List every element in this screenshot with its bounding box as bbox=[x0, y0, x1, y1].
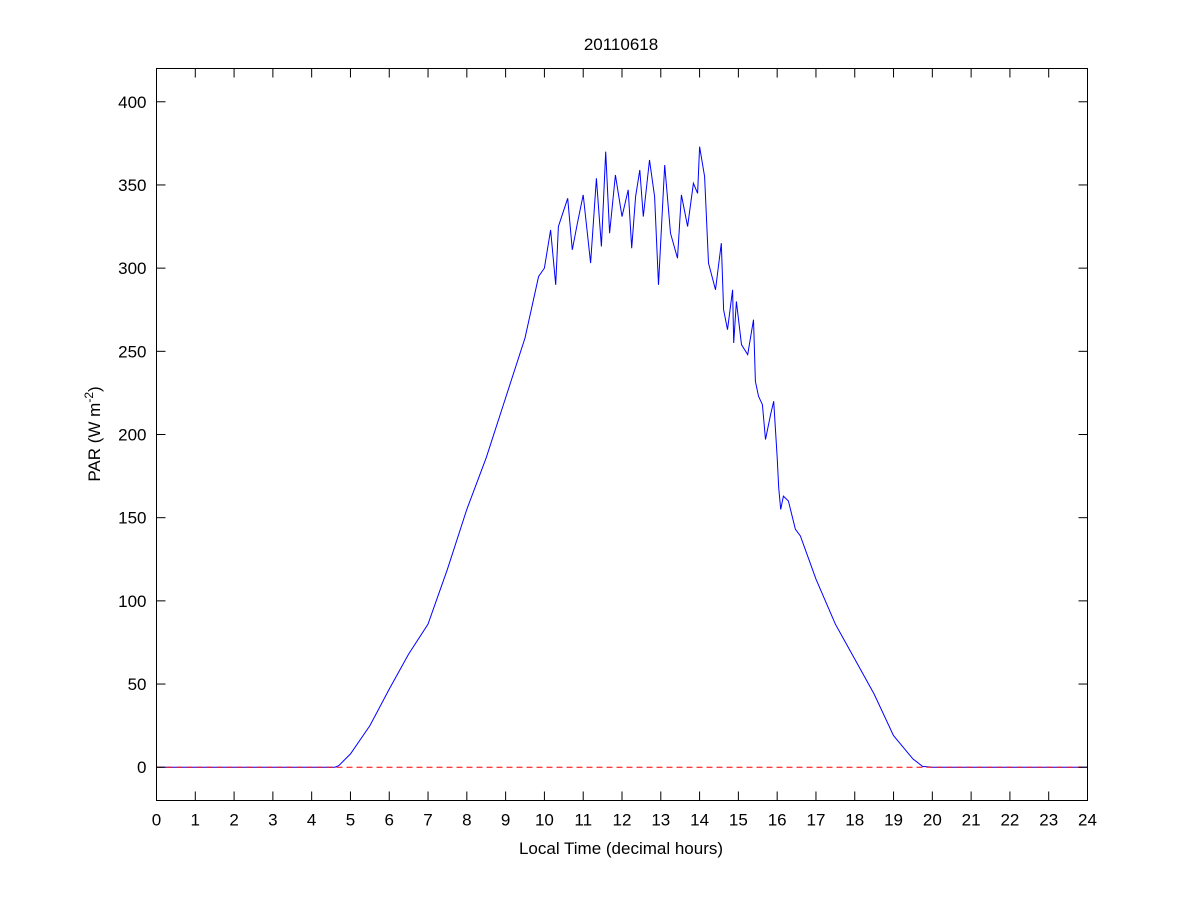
x-tick-label: 8 bbox=[462, 811, 471, 830]
y-tick-label: 250 bbox=[118, 342, 146, 361]
x-tick-label: 24 bbox=[1078, 811, 1097, 830]
x-tick-label: 19 bbox=[884, 811, 903, 830]
par-series-line bbox=[156, 146, 1088, 768]
chart-title: 20110618 bbox=[584, 35, 658, 54]
x-tick-label: 15 bbox=[729, 811, 748, 830]
x-tick-label: 22 bbox=[1000, 811, 1019, 830]
y-tick-label: 150 bbox=[118, 509, 146, 528]
y-tick-label: 350 bbox=[118, 176, 146, 195]
x-tick-label: 2 bbox=[229, 811, 238, 830]
x-tick-label: 18 bbox=[845, 811, 864, 830]
y-axis-label-main: PAR (W m bbox=[85, 403, 104, 482]
x-tick-label: 14 bbox=[690, 811, 709, 830]
x-axis-label: Local Time (decimal hours) bbox=[519, 839, 723, 858]
x-tick-label: 7 bbox=[423, 811, 432, 830]
x-tick-label: 4 bbox=[307, 811, 316, 830]
x-tick-label: 13 bbox=[651, 811, 670, 830]
x-tick-label: 16 bbox=[768, 811, 787, 830]
x-tick-label: 23 bbox=[1039, 811, 1058, 830]
x-tick-label: 6 bbox=[385, 811, 394, 830]
y-tick-label: 200 bbox=[118, 426, 146, 445]
x-tick-label: 20 bbox=[923, 811, 942, 830]
x-tick-label: 5 bbox=[346, 811, 355, 830]
plot-area bbox=[156, 68, 1087, 800]
x-tick-label: 12 bbox=[613, 811, 632, 830]
y-tick-label: 0 bbox=[137, 758, 146, 777]
y-axis-label-suffix: ) bbox=[85, 386, 104, 392]
x-tick-label: 17 bbox=[806, 811, 825, 830]
x-tick-label: 3 bbox=[268, 811, 277, 830]
y-axis-label-superscript: -2 bbox=[82, 392, 96, 403]
x-tick-label: 11 bbox=[574, 811, 592, 830]
y-tick-label: 400 bbox=[118, 93, 146, 112]
y-axis-label: PAR (W m-2) bbox=[82, 386, 104, 481]
y-tick-label: 100 bbox=[118, 592, 146, 611]
x-tick-label: 0 bbox=[152, 811, 161, 830]
x-tick-label: 21 bbox=[962, 811, 981, 830]
y-tick-label: 300 bbox=[118, 259, 146, 278]
x-tick-label: 1 bbox=[191, 811, 200, 830]
x-tick-label: 10 bbox=[535, 811, 554, 830]
y-tick-label: 50 bbox=[128, 675, 147, 694]
x-tick-label: 9 bbox=[501, 811, 510, 830]
